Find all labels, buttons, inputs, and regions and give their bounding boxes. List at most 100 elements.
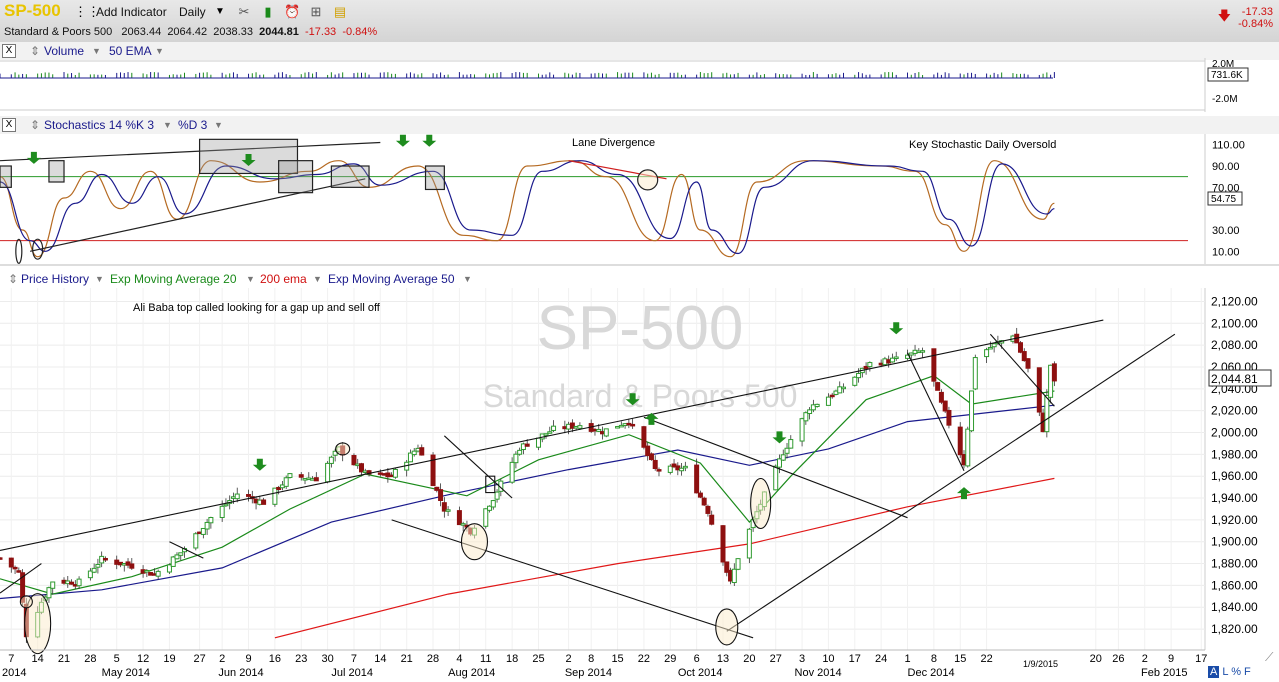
price-history-label[interactable]: Price History [21,272,90,286]
green-arrow-icon [422,134,437,147]
candle-body [833,390,839,395]
x-tick-label: 14 [374,653,386,665]
drag-handle-icon[interactable]: ⇕ [30,118,41,132]
price-tick-label: 1,920.00 [1211,513,1258,527]
tools-icon[interactable]: ✂ [238,4,250,19]
candle-body [91,567,97,573]
x-tick-label: 30 [321,653,333,665]
candle-body [95,564,101,568]
volume-scale-top: 2.0M [1212,59,1234,70]
stoch-tick-label: 110.00 [1212,140,1245,152]
grid-icon[interactable]: ⊞ [310,4,322,19]
month-label: 2014 [2,667,26,679]
highlight-box [485,475,496,494]
candle-body [283,477,289,487]
x-tick-label: 2 [1142,653,1148,665]
drag-handle-icon[interactable]: ⇕ [30,44,41,58]
candle-body [916,350,922,354]
candle-body [841,386,846,390]
x-tick-label: 11 [480,653,491,665]
candle-body [656,469,662,472]
candle-body [302,478,308,481]
candle-body [193,533,199,549]
x-tick-label: 26 [1112,653,1124,665]
ema200-label[interactable]: 200 ema [260,272,307,286]
x-tick-label: 22 [980,653,992,665]
candle-body [223,503,229,507]
close-volume-button[interactable]: X [2,44,16,58]
volume-ema-label[interactable]: 50 EMA [109,44,152,58]
drag-handle-icon[interactable]: ⇕ [8,272,19,286]
add-indicator-button[interactable]: Add Indicator [96,5,167,19]
candle-body [957,426,963,456]
candle-body [351,455,357,466]
x-tick-label: 20 [1090,653,1102,665]
chevron-down-icon[interactable]: ▼ [92,46,101,56]
candle-body [404,461,410,471]
chevron-down-icon[interactable]: ▼ [163,120,172,130]
chevron-down-icon[interactable]: ▼ [463,274,472,284]
candle-body [468,527,474,535]
price-tick-label: 2,080.00 [1211,338,1258,352]
candle-body [483,508,489,527]
candle-body [600,431,605,435]
candle-body [524,443,530,447]
chevron-down-icon[interactable]: ▼ [246,274,255,284]
stoch-trendline [568,160,667,180]
chevron-down-icon[interactable]: ▼ [313,274,322,284]
candle-body [995,341,1001,344]
highlight-oval [19,595,33,609]
menu-grip-icon[interactable]: ⋮⋮ [74,4,100,19]
candle-body [0,557,3,560]
trendline [726,333,1176,632]
footer-date: 1/9/2015 [1023,659,1058,669]
alarm-clock-icon[interactable]: ⏰ [284,4,301,19]
stochastics-label[interactable]: Stochastics 14 %K 3 [44,118,155,132]
candle-body [102,557,108,561]
ema50-label[interactable]: Exp Moving Average 50 [328,272,455,286]
chevron-down-icon[interactable]: ▼ [95,274,104,284]
stoch-tick-label: 90.00 [1212,161,1240,173]
candle-body [837,386,843,394]
toggle-a[interactable]: A [1208,666,1220,678]
symbol-label[interactable]: SP-500 [4,1,61,20]
candle-body [825,396,831,406]
toggle-percent[interactable]: % [1231,666,1241,678]
ema50-line [0,404,1055,600]
x-tick-label: 6 [694,653,700,665]
toggle-l[interactable]: L [1222,666,1229,678]
green-arrow-icon [26,151,41,164]
close-stochastics-button[interactable]: X [2,118,16,132]
candle-body [377,472,383,475]
volume-label[interactable]: Volume [44,44,85,58]
candle-body [1017,342,1023,353]
ema20-label[interactable]: Exp Moving Average 20 [110,272,237,286]
toggle-f[interactable]: F [1244,666,1251,678]
candle-body [630,423,636,427]
candle-body [675,465,681,471]
green-arrow-icon [252,458,267,471]
candle-body [261,499,267,505]
candle-body [498,480,504,492]
candle-body [648,453,654,461]
chevron-down-icon[interactable]: ▼ [214,120,223,130]
x-tick-label: 13 [717,653,729,665]
candle-body [750,519,756,529]
candle-body [810,404,816,411]
candle-body [76,578,82,587]
chart-type-icon[interactable]: ▮ [264,4,272,19]
candle-body [509,461,515,483]
stochastics-d-label[interactable]: %D 3 [178,118,208,132]
chevron-down-icon[interactable]: ▼ [155,46,164,56]
chevron-down-icon[interactable]: ▼ [215,6,225,17]
change-indicator: 🡇 -17.33 -0.84% [1218,6,1273,30]
period-dropdown[interactable]: Daily [179,5,206,19]
instrument-name: Standard & Poors 500 [4,26,113,38]
notes-icon[interactable]: ▤ [333,4,347,19]
lane-divergence-annotation: Lane Divergence [572,137,655,149]
resize-grip-icon[interactable]: ⟋ [1265,650,1274,664]
candle-body [946,409,952,426]
green-arrow-icon [889,322,904,335]
x-tick-label: 24 [875,653,887,665]
volume-scale-bottom: -2.0M [1212,94,1238,105]
